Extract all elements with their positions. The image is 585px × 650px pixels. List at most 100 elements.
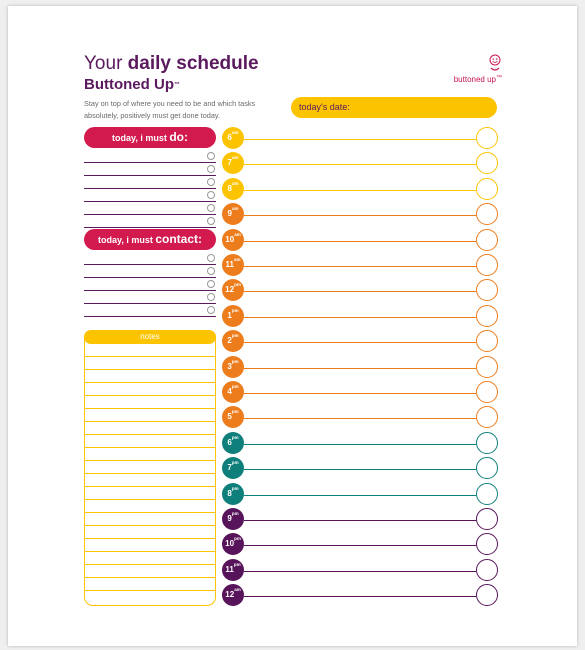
checkbox-circle[interactable] xyxy=(207,217,215,225)
time-slot-line xyxy=(244,139,476,140)
todays-date-field[interactable]: today's date: xyxy=(291,97,497,118)
time-slot-checkbox[interactable] xyxy=(476,177,498,200)
todays-date-label: today's date: xyxy=(299,102,350,112)
contact-row[interactable] xyxy=(84,290,216,304)
todo-row[interactable] xyxy=(84,162,216,176)
time-slot-checkbox[interactable] xyxy=(476,508,498,530)
hour-period: pm xyxy=(231,384,239,389)
time-slot[interactable]: 6pm xyxy=(222,431,498,454)
checkbox-circle[interactable] xyxy=(207,306,215,314)
hour-number: 6 xyxy=(227,437,232,447)
time-slot-line xyxy=(244,443,476,445)
checkbox-circle[interactable] xyxy=(207,165,215,173)
time-slot[interactable]: 7am xyxy=(222,152,498,175)
notes-line xyxy=(84,486,216,487)
time-slot[interactable]: 3pm xyxy=(222,355,498,378)
time-slot-checkbox[interactable] xyxy=(476,355,498,378)
time-slot[interactable]: 10pm xyxy=(222,533,498,556)
checkbox-circle[interactable] xyxy=(207,152,215,160)
time-slot-line xyxy=(244,418,476,420)
time-slot-checkbox[interactable] xyxy=(476,482,498,505)
time-slot-checkbox[interactable] xyxy=(476,584,498,607)
hour-badge: 8am xyxy=(222,177,244,200)
notes-line xyxy=(84,538,216,539)
contact-header: today, i must contact: xyxy=(84,229,216,250)
time-slot-line xyxy=(244,164,476,166)
checkbox-circle[interactable] xyxy=(207,267,215,275)
hour-number: 7 xyxy=(227,463,232,473)
todo-row[interactable] xyxy=(84,188,216,202)
time-slot-checkbox[interactable] xyxy=(476,381,498,403)
time-slot-checkbox[interactable] xyxy=(476,558,498,581)
notes-line xyxy=(84,590,216,591)
time-slot-checkbox[interactable] xyxy=(476,254,498,276)
time-slot[interactable]: 12pm xyxy=(222,279,498,302)
time-slot[interactable]: 12am xyxy=(222,584,498,607)
hour-badge: 9am xyxy=(222,203,244,226)
checkbox-circle[interactable] xyxy=(207,204,215,212)
todo-row[interactable] xyxy=(84,149,216,163)
time-slot-checkbox[interactable] xyxy=(476,127,498,149)
logo-label: buttoned up xyxy=(453,75,496,84)
hour-period: pm xyxy=(231,511,239,516)
time-slot[interactable]: 8pm xyxy=(222,482,498,505)
todo-row[interactable] xyxy=(84,175,216,189)
time-slot-checkbox[interactable] xyxy=(476,203,498,226)
smiley-button-icon xyxy=(489,54,501,71)
notes-line xyxy=(84,499,216,500)
todo-row[interactable] xyxy=(84,201,216,215)
checkbox-circle[interactable] xyxy=(207,254,215,262)
time-slot[interactable]: 11pm xyxy=(222,558,498,581)
contact-row[interactable] xyxy=(84,251,216,265)
time-slot-checkbox[interactable] xyxy=(476,457,498,480)
hour-period: am xyxy=(231,180,239,186)
title-prefix: Your xyxy=(84,53,123,74)
time-slot[interactable]: 8am xyxy=(222,177,498,200)
time-slot[interactable]: 11am xyxy=(222,254,498,276)
time-slot-checkbox[interactable] xyxy=(476,406,498,429)
hour-badge: 2pm xyxy=(222,330,244,353)
time-slot-checkbox[interactable] xyxy=(476,228,498,251)
contact-row[interactable] xyxy=(84,303,216,317)
checkbox-circle[interactable] xyxy=(207,280,215,288)
time-slot[interactable]: 7pm xyxy=(222,457,498,480)
time-slot-line xyxy=(244,469,476,471)
notes-box[interactable] xyxy=(84,337,216,606)
checkbox-circle[interactable] xyxy=(207,178,215,186)
time-slot-checkbox[interactable] xyxy=(476,431,498,454)
todo-row[interactable] xyxy=(84,214,216,228)
notes-line xyxy=(84,369,216,370)
time-slot[interactable]: 4pm xyxy=(222,381,498,403)
notes-label: notes xyxy=(140,332,160,341)
hour-period: pm xyxy=(231,485,239,491)
time-slot-checkbox[interactable] xyxy=(476,152,498,175)
contact-row[interactable] xyxy=(84,264,216,278)
time-slot[interactable]: 9am xyxy=(222,203,498,226)
contact-label-prefix: today, i must xyxy=(97,235,156,245)
time-slot-line xyxy=(244,520,476,521)
hour-period: pm xyxy=(231,460,239,466)
title-bold: daily schedule xyxy=(127,53,259,74)
hour-badge: 11am xyxy=(222,254,244,276)
time-slot[interactable]: 9pm xyxy=(222,508,498,530)
hour-badge: 10am xyxy=(222,228,244,251)
todo-label-bold: do: xyxy=(169,130,188,144)
time-slot[interactable]: 5pm xyxy=(222,406,498,429)
time-slot[interactable]: 2pm xyxy=(222,330,498,353)
time-slot-checkbox[interactable] xyxy=(476,304,498,327)
time-slot[interactable]: 6am xyxy=(222,127,498,149)
hour-period: pm xyxy=(231,333,239,339)
time-slot-checkbox[interactable] xyxy=(476,533,498,556)
notes-line xyxy=(84,382,216,383)
hour-period: pm xyxy=(234,536,241,542)
hour-period: am xyxy=(231,206,239,212)
time-slot[interactable]: 1pm xyxy=(222,304,498,327)
checkbox-circle[interactable] xyxy=(207,191,215,199)
contact-row[interactable] xyxy=(84,277,216,291)
hour-period: pm xyxy=(231,434,239,440)
time-slot[interactable]: 10am xyxy=(222,228,498,251)
time-slot-checkbox[interactable] xyxy=(476,330,498,353)
hour-period: am xyxy=(234,231,241,237)
time-slot-checkbox[interactable] xyxy=(476,279,498,302)
checkbox-circle[interactable] xyxy=(207,293,215,301)
